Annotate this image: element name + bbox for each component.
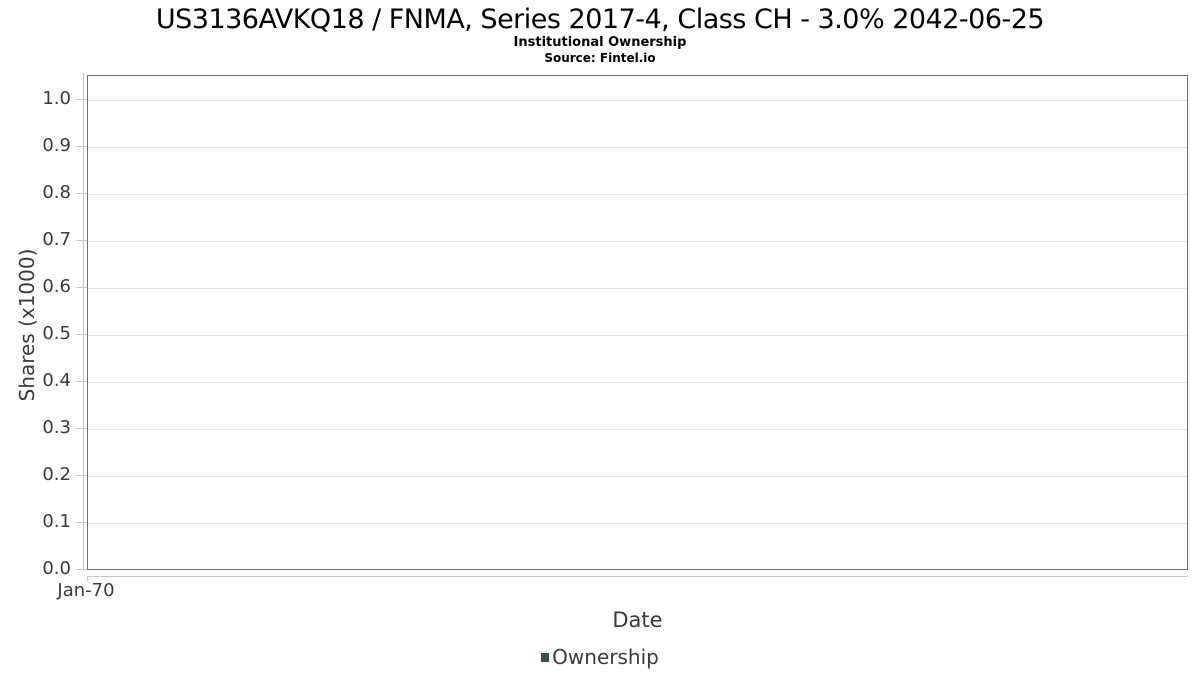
y-tick-mark	[76, 475, 87, 476]
y-tick-mark	[76, 287, 87, 288]
y-tick-label: 1.0	[42, 88, 71, 109]
gridline	[88, 194, 1187, 195]
y-tick-mark	[76, 240, 87, 241]
y-tick-mark	[76, 428, 87, 429]
y-tick-label: 0.4	[42, 370, 71, 391]
y-tick-mark	[76, 569, 87, 570]
x-tick-label: Jan-70	[57, 580, 115, 601]
y-tick-label: 0.7	[42, 229, 71, 250]
y-tick-mark	[76, 146, 87, 147]
y-tick-mark	[76, 334, 87, 335]
gridline	[88, 382, 1187, 383]
y-tick-mark	[76, 522, 87, 523]
y-tick-label: 0.1	[42, 511, 71, 532]
legend-swatch-icon	[541, 652, 550, 662]
legend-item-ownership[interactable]: Ownership	[541, 645, 659, 669]
y-tick-mark	[76, 99, 87, 100]
plot-area	[87, 75, 1188, 570]
gridline	[88, 147, 1187, 148]
gridline	[88, 288, 1187, 289]
gridline	[88, 429, 1187, 430]
x-axis-title: Date	[612, 608, 663, 632]
y-tick-label: 0.2	[42, 464, 71, 485]
legend-label: Ownership	[552, 645, 659, 669]
y-tick-label: 0.9	[42, 135, 71, 156]
chart-source: Source: Fintel.io	[544, 51, 656, 65]
y-tick-label: 0.5	[42, 323, 71, 344]
gridline	[88, 476, 1187, 477]
y-tick-label: 0.0	[42, 558, 71, 579]
x-tick-mark	[87, 576, 88, 581]
x-axis-line	[87, 576, 1188, 577]
y-tick-label: 0.3	[42, 417, 71, 438]
y-tick-mark	[76, 381, 87, 382]
chart-title: US3136AVKQ18 / FNMA, Series 2017-4, Clas…	[155, 4, 1045, 35]
legend: Ownership	[0, 645, 1200, 669]
y-tick-mark	[76, 193, 87, 194]
chart-subtitle: Institutional Ownership	[513, 35, 687, 50]
gridline	[88, 100, 1187, 101]
y-axis-line	[83, 73, 84, 571]
gridline	[88, 241, 1187, 242]
y-tick-label: 0.8	[42, 182, 71, 203]
y-tick-label: 0.6	[42, 276, 71, 297]
gridline	[88, 335, 1187, 336]
gridline	[88, 523, 1187, 524]
y-axis-title: Shares (x1000)	[15, 248, 39, 402]
